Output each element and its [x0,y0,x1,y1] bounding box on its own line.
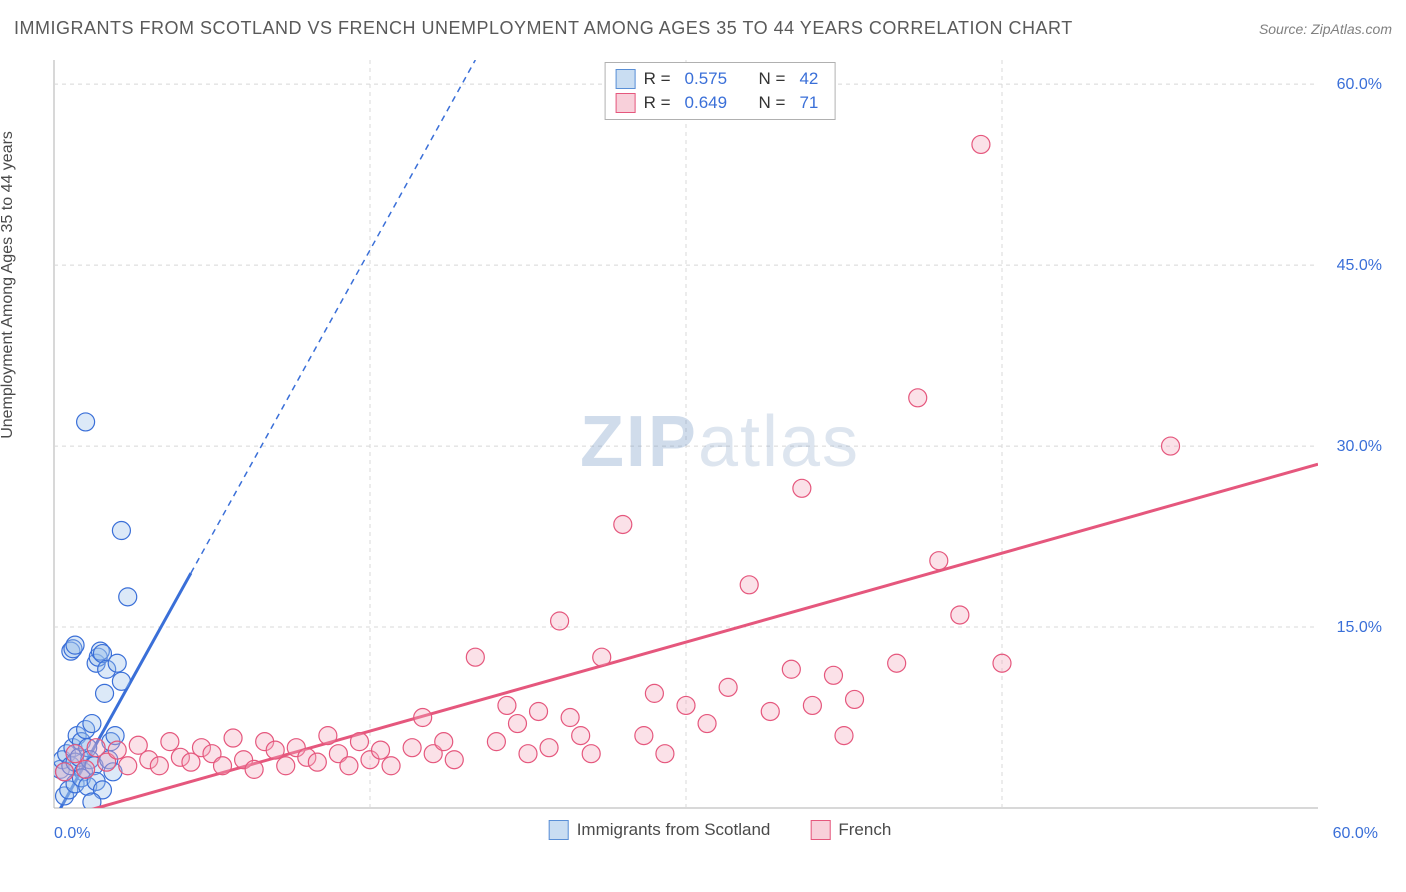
legend-n-value: 71 [799,93,818,113]
legend-n-label: N = [759,93,786,113]
legend-item-label: French [838,820,891,840]
legend-r-value: 0.575 [685,69,728,89]
svg-text:30.0%: 30.0% [1337,438,1382,455]
legend-swatch-icon [616,93,636,113]
svg-text:45.0%: 45.0% [1337,257,1382,274]
legend-row: R = 0.649 N = 71 [616,91,825,115]
svg-text:0.0%: 0.0% [54,825,90,842]
legend-n-label: N = [759,69,786,89]
legend-r-label: R = [644,93,671,113]
source-label: Source: ZipAtlas.com [1259,21,1392,37]
plot-area: 15.0%30.0%45.0%60.0%0.0%60.0% ZIPatlas R… [50,56,1390,844]
y-axis-label: Unemployment Among Ages 35 to 44 years [0,131,17,439]
legend-r-value: 0.649 [685,93,728,113]
legend-swatch-icon [616,69,636,89]
svg-text:60.0%: 60.0% [1337,76,1382,93]
legend-correlation: R = 0.575 N = 42 R = 0.649 N = 71 [605,62,836,120]
legend-swatch-icon [810,820,830,840]
legend-n-value: 42 [799,69,818,89]
legend-item-label: Immigrants from Scotland [577,820,771,840]
legend-r-label: R = [644,69,671,89]
legend-row: R = 0.575 N = 42 [616,67,825,91]
legend-item: French [810,820,891,840]
legend-series: Immigrants from Scotland French [549,820,892,840]
svg-text:15.0%: 15.0% [1337,619,1382,636]
legend-swatch-icon [549,820,569,840]
chart-title: IMMIGRANTS FROM SCOTLAND VS FRENCH UNEMP… [14,18,1073,39]
scatter-chart: 15.0% 30.0% 45.0% 60.0% 0.0% 60.0% [50,56,1390,844]
svg-text:60.0%: 60.0% [1333,825,1378,842]
legend-item: Immigrants from Scotland [549,820,771,840]
